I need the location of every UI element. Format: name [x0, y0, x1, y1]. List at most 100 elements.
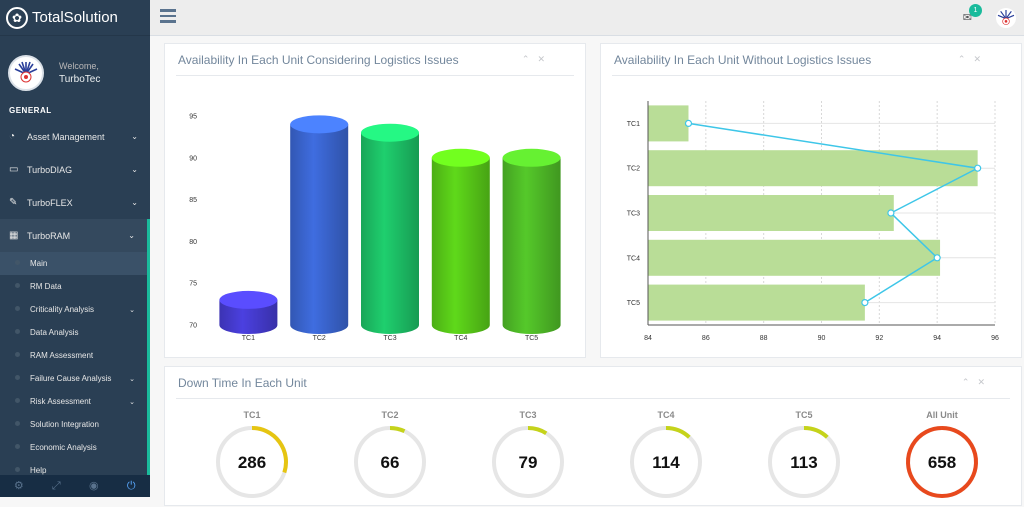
brand[interactable]: ✿ TotalSolution: [0, 0, 150, 36]
line-point[interactable]: [974, 164, 982, 172]
submenu-failure-cause-analysis[interactable]: Failure Cause Analysis ⌄: [0, 367, 147, 390]
horizontal-bar[interactable]: [648, 239, 941, 276]
submenu-risk-assessment[interactable]: Risk Assessment ⌄: [0, 390, 147, 413]
menu-label: TurboRAM: [27, 230, 71, 241]
table-icon: ▦: [9, 230, 19, 241]
submenu-solution-integration[interactable]: Solution Integration: [0, 413, 147, 436]
x-tick-label: TC5: [525, 335, 538, 342]
cylinder-top: [431, 148, 490, 167]
submenu-ram-assessment[interactable]: RAM Assessment: [0, 344, 147, 367]
topbar: ✉ 1: [150, 0, 1024, 36]
cylinder-top: [290, 115, 349, 134]
x-tick-label: 84: [644, 335, 652, 342]
chevron-down-icon: ⌄: [128, 231, 135, 240]
menu-asset-management[interactable]: ◔ Asset Management ⌄: [0, 120, 150, 153]
close-icon[interactable]: ✕: [977, 377, 993, 387]
y-tick-label: TC5: [627, 300, 640, 307]
horizontal-bar[interactable]: [648, 105, 689, 142]
menu-toggle-icon[interactable]: [160, 9, 176, 26]
availability-logistics-panel: Availability In Each Unit Considering Lo…: [164, 43, 586, 358]
cylinder-top: [219, 290, 278, 309]
horizontal-bar[interactable]: [648, 284, 865, 321]
fullscreen-icon[interactable]: ⤢: [51, 480, 61, 492]
y-tick-label: 90: [189, 155, 197, 162]
gauge-arc: [389, 426, 406, 434]
x-tick-label: TC4: [454, 335, 467, 342]
eye-slash-icon[interactable]: ◉: [88, 480, 99, 492]
chevron-down-icon: ⌄: [129, 398, 135, 406]
chevron-up-icon[interactable]: ⌃: [521, 54, 538, 64]
downtime-gauges: TC1 286 TC2 66 TC3 79 TC4 114 TC5 113 All Unit 658: [216, 410, 978, 498]
dashboard-icon: ◔: [9, 131, 16, 142]
line-point[interactable]: [684, 119, 693, 128]
x-tick-label: TC1: [242, 335, 255, 342]
submenu-criticality-analysis[interactable]: Criticality Analysis ⌄: [0, 298, 147, 321]
horizontal-bar[interactable]: [648, 195, 894, 231]
close-icon[interactable]: ✕: [973, 54, 989, 64]
section-title: GENERAL: [9, 106, 52, 115]
cylinder-top: [361, 123, 419, 142]
cylinder-bar[interactable]: [502, 157, 561, 334]
gauge-arc: [665, 426, 691, 439]
submenu-main[interactable]: Main: [0, 252, 147, 275]
menu-label: TurboDIAG: [27, 164, 73, 175]
paw-icon: ✿: [6, 6, 28, 29]
avatar[interactable]: [8, 55, 44, 91]
gauge-value: 79: [519, 453, 538, 472]
submenu-label: Solution Integration: [30, 420, 99, 429]
y-tick-label: TC3: [627, 211, 640, 218]
close-icon[interactable]: ✕: [537, 54, 553, 64]
profile-logo-icon: [14, 61, 38, 83]
x-tick-label: 90: [818, 335, 826, 342]
gauge-label: All Unit: [926, 410, 958, 420]
gauge-arc: [251, 426, 288, 474]
user-menu-avatar[interactable]: [996, 8, 1016, 28]
cylinder-bar[interactable]: [290, 124, 349, 334]
welcome-text: Welcome,: [59, 61, 99, 71]
y-tick-label: 85: [189, 197, 197, 204]
envelope-icon[interactable]: ✉: [962, 12, 972, 24]
y-tick-label: TC4: [627, 255, 640, 262]
submenu-label: Main: [30, 259, 48, 268]
availability-no-logistics-chart: 84 86 88 90 92 94 96 TC1 TC2 TC3 TC4 TC5: [627, 101, 999, 342]
profile: Welcome, TurboTec: [0, 44, 150, 102]
gauge-arc: [905, 426, 978, 498]
chevron-down-icon: ⌄: [129, 306, 135, 314]
chevron-down-icon: ⌄: [131, 132, 138, 141]
panel-tools: ⌃✕: [962, 377, 993, 388]
panel-tools: ⌃✕: [522, 54, 553, 65]
menu-turboflex[interactable]: ✎ TurboFLEX ⌄: [0, 186, 150, 219]
settings-icon[interactable]: ⚙: [13, 480, 24, 492]
panel-divider: [612, 75, 1010, 76]
submenu-label: Criticality Analysis: [30, 305, 95, 314]
submenu-data-analysis[interactable]: Data Analysis: [0, 321, 147, 344]
submenu-label: Help: [30, 466, 47, 475]
panel-divider: [176, 75, 574, 76]
submenu-rm-data[interactable]: RM Data: [0, 275, 147, 298]
panel-divider: [176, 398, 1010, 399]
y-tick-label: 95: [189, 114, 197, 121]
gauge-arc: [803, 426, 829, 439]
menu-turbodiag[interactable]: ▭ TurboDIAG ⌄: [0, 153, 150, 186]
power-icon[interactable]: ⏻: [126, 480, 136, 492]
line-point[interactable]: [861, 299, 869, 307]
submenu-help[interactable]: Help: [0, 459, 147, 482]
turboram-submenu: Main RM Data Criticality Analysis ⌄ Data …: [0, 252, 150, 482]
cylinder-bar[interactable]: [361, 132, 419, 334]
panel-tools: ⌃✕: [958, 54, 989, 65]
edit-icon: ✎: [9, 197, 18, 208]
menu-turboram[interactable]: ▦ TurboRAM ⌄: [0, 219, 150, 252]
x-tick-label: 86: [702, 335, 710, 342]
cylinder-bar[interactable]: [219, 299, 278, 334]
chevron-up-icon[interactable]: ⌃: [961, 377, 978, 387]
chevron-down-icon: ⌄: [131, 198, 138, 207]
menu-label: TurboFLEX: [27, 197, 73, 208]
gauge-value: 113: [790, 453, 817, 472]
line-point[interactable]: [887, 209, 895, 217]
submenu-economic-analysis[interactable]: Economic Analysis: [0, 436, 147, 459]
chevron-up-icon[interactable]: ⌃: [957, 54, 974, 64]
cylinder-bar[interactable]: [431, 157, 490, 334]
horizontal-bar[interactable]: [648, 150, 978, 187]
line-point[interactable]: [933, 254, 941, 262]
gauge-value: 286: [238, 453, 266, 472]
